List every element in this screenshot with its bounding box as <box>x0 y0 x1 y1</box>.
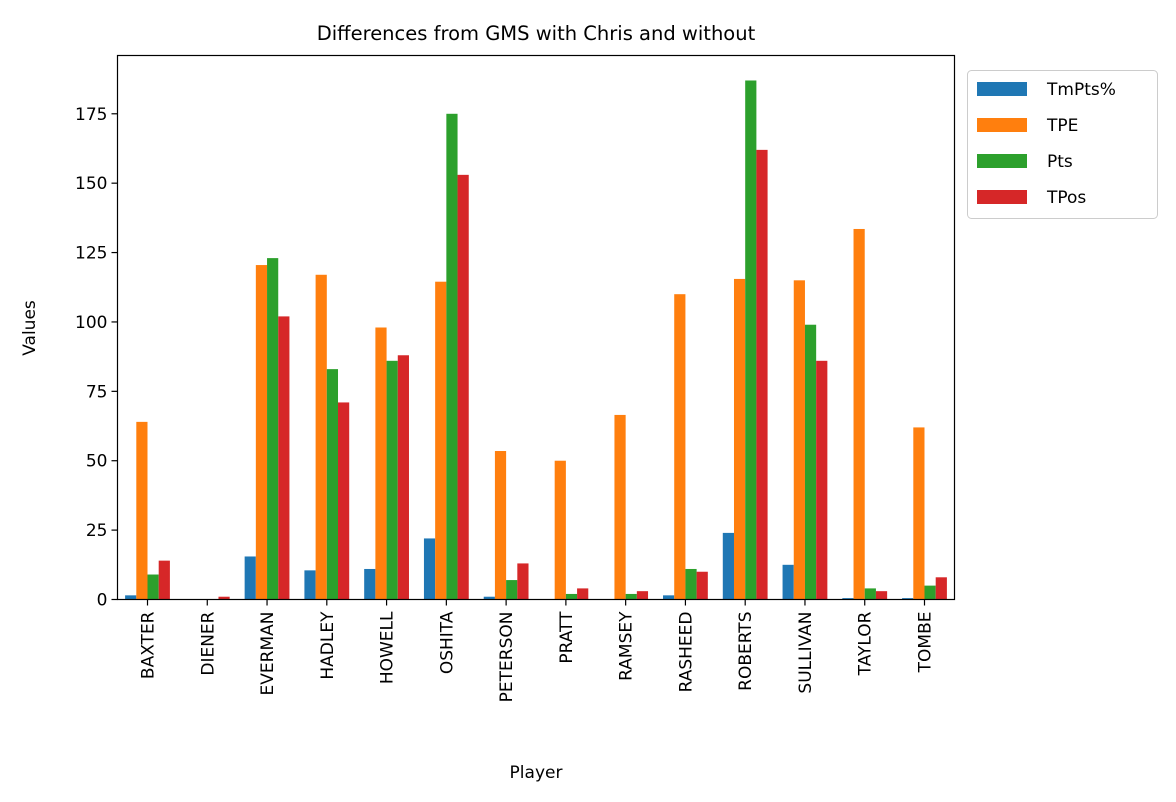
legend-swatch <box>977 82 1027 96</box>
bar-tpos-baxter <box>158 560 170 600</box>
bar-tpe-roberts <box>733 278 746 600</box>
y-tick-label: 125 <box>75 244 107 264</box>
legend-box <box>967 70 1158 219</box>
bar-tmpts-everman <box>244 556 256 600</box>
x-axis-label: Player <box>510 763 563 783</box>
bar-tpos-rasheed <box>696 571 708 600</box>
y-axis-label: Values <box>20 300 40 356</box>
x-tick-label: RASHEED <box>676 612 696 693</box>
x-axis: BAXTER DIENER EVERMAN HADLEY HOWELL OSHITA PET… <box>139 599 936 703</box>
bar-tpe-peterson <box>494 451 507 600</box>
legend-swatch <box>977 154 1027 168</box>
bar-tmpts-howell <box>364 568 376 600</box>
bar-tpe-taylor <box>853 228 865 600</box>
bar-tpe-ramsey <box>614 414 626 600</box>
bar-pts-sullivan <box>804 324 817 600</box>
bar-pts-rasheed <box>685 568 697 600</box>
x-tick-label: PETERSON <box>497 612 517 703</box>
bar-tpos-everman <box>278 316 290 600</box>
y-tick-label: 150 <box>75 174 107 194</box>
bar-tmpts-baxter <box>125 595 137 600</box>
legend-swatch <box>977 190 1027 204</box>
x-tick-label: ROBERTS <box>736 612 756 691</box>
x-tick-label: PRATT <box>557 611 577 664</box>
x-tick-label: HOWELL <box>378 611 398 684</box>
bar-pts-everman <box>267 258 279 600</box>
y-tick-label: 0 <box>97 591 108 611</box>
bar-tpos-ramsey <box>636 591 649 600</box>
bar-tmpts-oshita <box>423 538 436 600</box>
bar-tpos-diener <box>218 596 230 600</box>
y-tick-label: 75 <box>86 382 108 402</box>
legend-swatch <box>977 118 1027 132</box>
bar-tpos-sullivan <box>816 360 828 600</box>
legend-label: Pts <box>1047 152 1073 172</box>
x-tick-label: TAYLOR <box>856 611 876 676</box>
x-tick-label: SULLIVAN <box>796 612 816 694</box>
x-tick-label: BAXTER <box>139 611 159 679</box>
legend-label: TmPts% <box>1046 80 1116 100</box>
legend: TmPts% TPE Pts TPos <box>967 70 1158 219</box>
bar-tpe-everman <box>255 265 268 600</box>
y-axis: 0 25 50 75 100 125 150 175 <box>75 105 118 611</box>
y-tick-label: 175 <box>75 105 107 125</box>
y-tick-label: 50 <box>86 452 108 472</box>
bar-tpos-howell <box>397 355 409 600</box>
bar-tpe-hadley <box>315 274 327 600</box>
bar-pts-oshita <box>446 113 458 600</box>
bar-pts-peterson <box>506 580 518 600</box>
bar-pts-roberts <box>745 80 757 600</box>
bar-tpos-roberts <box>756 149 768 600</box>
bar-tpos-tombe <box>935 577 947 600</box>
bar-tmpts-taylor <box>842 598 854 600</box>
bar-pts-baxter <box>147 574 159 600</box>
bar-pts-hadley <box>326 369 339 600</box>
bar-tmpts-hadley <box>304 570 316 600</box>
bar-tpe-pratt <box>554 460 566 600</box>
x-tick-label: OSHITA <box>437 611 457 674</box>
bar-pts-tombe <box>924 585 936 600</box>
bars-layer <box>125 80 947 600</box>
chart-title: Differences from GMS with Chris and with… <box>317 22 756 45</box>
bar-tpe-oshita <box>435 281 447 600</box>
bar-pts-pratt <box>565 593 578 600</box>
bar-tpe-baxter <box>136 421 148 600</box>
bar-tpos-oshita <box>457 174 469 600</box>
bar-tmpts-peterson <box>483 596 495 600</box>
y-tick-label: 25 <box>86 521 108 541</box>
bar-tpe-sullivan <box>793 280 805 600</box>
x-tick-label: RAMSEY <box>617 611 637 681</box>
bar-tmpts-rasheed <box>663 595 675 600</box>
bar-tpos-hadley <box>338 402 350 600</box>
x-tick-label: HADLEY <box>318 611 338 680</box>
legend-label: TPos <box>1046 188 1086 208</box>
bar-pts-howell <box>386 360 398 600</box>
x-tick-label: EVERMAN <box>258 612 278 696</box>
bar-tmpts-roberts <box>722 532 734 600</box>
bar-pts-taylor <box>864 588 876 600</box>
bar-pts-ramsey <box>625 593 637 600</box>
bar-tpos-pratt <box>577 588 589 600</box>
x-tick-label: TOMBE <box>916 612 936 674</box>
bar-tpos-peterson <box>517 563 529 600</box>
bar-tpos-taylor <box>875 591 888 600</box>
bar-tmpts-tombe <box>902 598 914 600</box>
bar-tpe-tombe <box>913 427 925 600</box>
legend-label: TPE <box>1046 116 1078 136</box>
bar-tpe-rasheed <box>674 294 686 600</box>
x-tick-label: DIENER <box>198 611 218 675</box>
plot-frame <box>116 54 956 601</box>
y-tick-label: 100 <box>75 313 107 333</box>
bar-tpe-howell <box>375 327 387 600</box>
bar-tmpts-sullivan <box>782 564 794 600</box>
